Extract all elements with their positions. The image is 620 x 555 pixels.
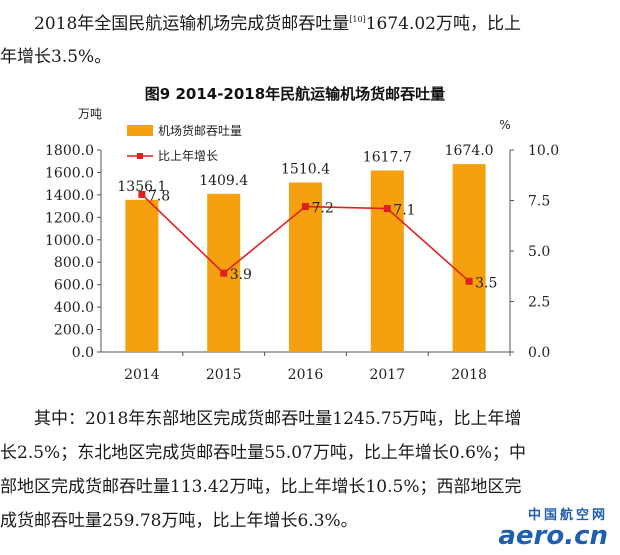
intro-text-a: 2018年全国民航运输机场完成货邮吞吐量 <box>34 14 350 34</box>
left-axis-unit: 万吨 <box>78 107 102 121</box>
left-tick-label: 1600.0 <box>45 165 94 181</box>
x-tick-label: 2016 <box>288 367 324 383</box>
chart-title: 图9 2014-2018年民航运输机场货邮吞吐量 <box>145 85 445 103</box>
left-tick-label: 1000.0 <box>45 233 94 249</box>
right-tick-label: 2.5 <box>528 295 550 311</box>
detail-line-2: 长2.5%；东北地区完成货邮吞吐量55.07万吨，比上年增长0.6%；中 <box>0 443 527 463</box>
growth-value-label: 7.2 <box>312 201 334 217</box>
legend-swatch-bar <box>127 125 153 136</box>
bar-value-label: 1617.7 <box>363 149 412 165</box>
right-tick-label: 7.5 <box>528 194 550 210</box>
left-tick-label: 1400.0 <box>45 188 94 204</box>
bar-value-label: 1510.4 <box>281 161 330 177</box>
intro-line-2: 年增长3.5%。 <box>0 47 112 67</box>
growth-marker-2017 <box>383 205 391 213</box>
growth-value-label: 7.8 <box>148 188 170 204</box>
detail-line-1: 其中：2018年东部地区完成货邮吞吐量1245.75万吨，比上年增 <box>34 409 522 429</box>
site-watermark: 中国航空网 aero.cn <box>498 504 608 549</box>
bar-2014 <box>125 199 159 352</box>
x-tick-label: 2015 <box>206 367 242 383</box>
growth-marker-2015 <box>220 269 228 277</box>
x-tick-label: 2018 <box>451 367 487 383</box>
detail-line-4: 成货邮吞吐量259.78万吨，比上年增长6.3%。 <box>0 511 358 531</box>
legend: 机场货邮吞吐量 比上年增长 <box>127 123 242 163</box>
left-tick-label: 1200.0 <box>45 210 94 226</box>
intro-line-1: 2018年全国民航运输机场完成货邮吞吐量[10]1674.02万吨，比上 <box>0 3 620 41</box>
growth-marker-2016 <box>302 203 309 211</box>
footnote-ref[interactable]: [10] <box>349 15 366 24</box>
intro-paragraph: 2018年全国民航运输机场完成货邮吞吐量[10]1674.02万吨，比上 年增长… <box>0 3 620 74</box>
detail-line-3: 部地区完成货邮吞吐量113.42万吨，比上年增长10.5%；西部地区完 <box>0 477 522 497</box>
bar-2017 <box>370 170 404 352</box>
growth-marker-2014 <box>138 190 146 198</box>
bar-2018 <box>452 164 486 352</box>
cargo-throughput-chart: 图9 2014-2018年民航运输机场货邮吞吐量 万吨 % 机场货邮吞吐量 比上… <box>45 85 559 383</box>
legend-label-bar: 机场货邮吞吐量 <box>158 123 242 138</box>
left-tick-label: 0.0 <box>72 345 94 361</box>
growth-value-label: 7.1 <box>393 203 415 219</box>
right-tick-label: 5.0 <box>528 244 550 260</box>
growth-value-label: 3.5 <box>475 275 497 291</box>
left-tick-label: 400.0 <box>54 300 94 316</box>
bar-value-label: 1674.0 <box>445 143 494 159</box>
bar-value-label: 1409.4 <box>199 173 248 189</box>
legend-label-line: 比上年增长 <box>158 149 218 163</box>
right-axis-unit: % <box>499 118 510 132</box>
detail-paragraph: 其中：2018年东部地区完成货邮吞吐量1245.75万吨，比上年增 长2.5%；… <box>0 402 620 538</box>
right-tick-label: 10.0 <box>528 143 559 159</box>
watermark-logo: aero.cn <box>498 521 608 551</box>
left-tick-label: 200.0 <box>54 323 94 339</box>
growth-value-label: 3.9 <box>230 267 252 283</box>
intro-text-b: 1674.02万吨，比上 <box>365 14 521 34</box>
bar-2016 <box>289 182 322 352</box>
legend-swatch-marker <box>137 153 143 159</box>
x-tick-label: 2017 <box>369 367 405 383</box>
left-tick-label: 1800.0 <box>45 143 94 159</box>
x-tick-label: 2014 <box>124 367 160 383</box>
watermark-cn: 中国航空网 <box>527 508 608 523</box>
left-tick-label: 800.0 <box>54 255 94 271</box>
right-tick-label: 0.0 <box>528 345 550 361</box>
left-tick-label: 600.0 <box>54 278 94 294</box>
bar-value-label: 1356.1 <box>117 179 166 195</box>
growth-marker-2018 <box>465 277 473 285</box>
